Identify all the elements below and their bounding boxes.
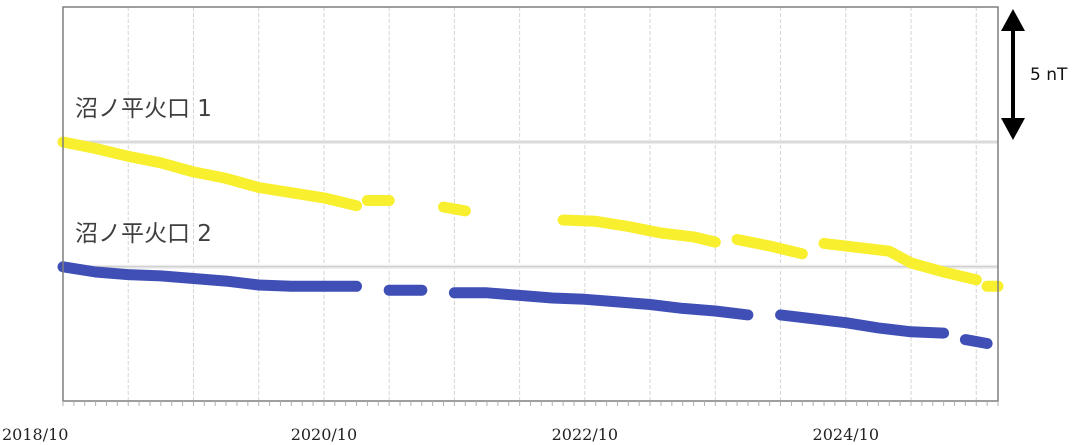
series-label-1: 沼ノ平火口 1 — [75, 96, 212, 122]
series-trace-1 — [557, 214, 721, 248]
series-trace-1 — [438, 201, 471, 217]
x-tick-label: 2020/10 — [291, 425, 357, 444]
scale-bar: 5 nT — [1001, 9, 1068, 140]
scale-bar-label: 5 nT — [1030, 65, 1068, 85]
series-trace-1 — [818, 237, 982, 286]
x-axis-tick-labels: 2018/10 2020/10 2022/10 2024/10 — [2, 425, 879, 444]
series-baselines — [63, 140, 998, 269]
x-tick-label: 2018/10 — [2, 425, 68, 444]
series-trace-1 — [57, 136, 362, 212]
x-tick-label: 2022/10 — [552, 425, 618, 444]
x-tick-label: 2024/10 — [813, 425, 879, 444]
series-trace-2 — [959, 334, 993, 349]
series-trace-2 — [775, 309, 950, 339]
scale-arrow-up-icon — [1001, 9, 1025, 31]
series-trace-2 — [448, 287, 754, 321]
grid-lines — [127, 7, 977, 401]
series-trace-1 — [731, 234, 808, 260]
scale-arrow-down-icon — [1001, 118, 1025, 140]
series-traces — [57, 136, 1004, 349]
x-axis-minor-ticks — [62, 401, 999, 406]
series-trace-2 — [57, 261, 362, 292]
series-labels: 沼ノ平火口 1 沼ノ平火口 2 — [75, 96, 212, 247]
series-label-2: 沼ノ平火口 2 — [75, 221, 212, 247]
plot-area-frame — [62, 6, 999, 402]
